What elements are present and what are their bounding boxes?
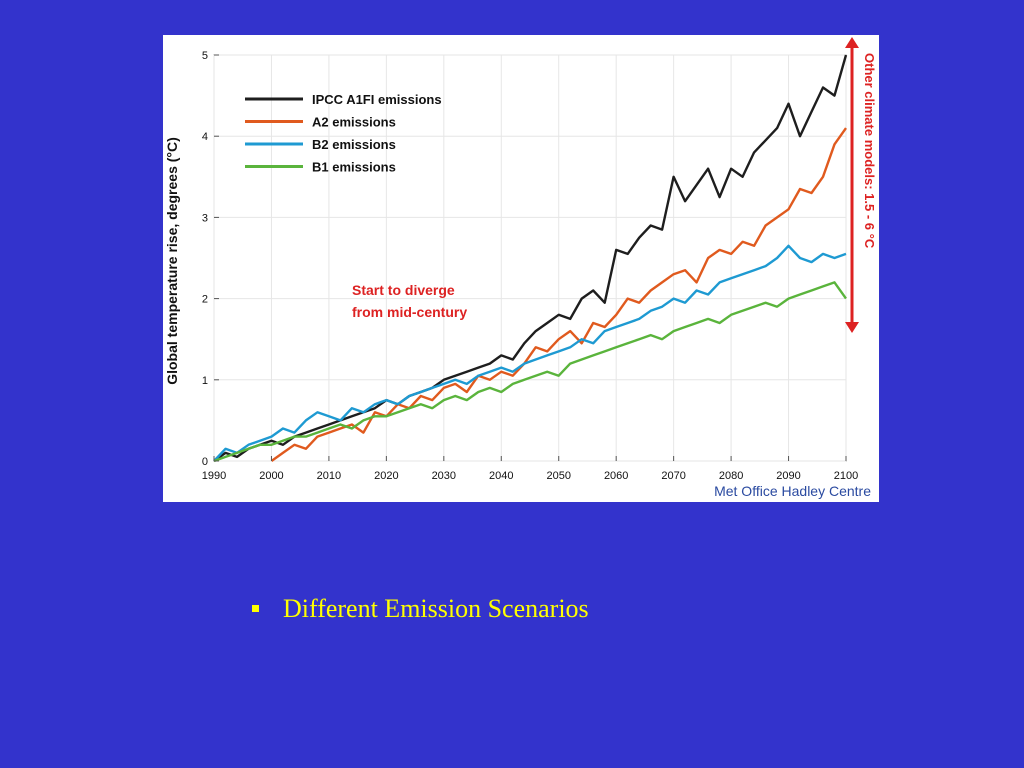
y-tick-label: 5 (202, 50, 208, 62)
series-line-a2-emissions (270, 127, 847, 462)
annotation-line-1: Start to diverge (352, 282, 455, 298)
legend-label-a2-emissions: A2 emissions (312, 115, 396, 130)
x-tick-label: 2010 (317, 470, 341, 482)
series-line-b2-emissions (213, 244, 847, 462)
x-tick-label: 2030 (432, 470, 456, 482)
x-tick-label: 2100 (834, 470, 858, 482)
legend-label-b2-emissions: B2 emissions (312, 137, 396, 152)
legend-label-b1-emissions: B1 emissions (312, 160, 396, 175)
tick-layer: 1990 2000 2010 2020 2030 2040 2050 2060 2070 2080… (202, 50, 858, 482)
x-tick-label: 2070 (661, 470, 685, 482)
side-range-label: Other climate models: 1.5 - 6 °C (862, 53, 877, 249)
x-tick-label: 2090 (776, 470, 800, 482)
x-tick-label: 2040 (489, 470, 513, 482)
x-tick-label: 1990 (202, 470, 226, 482)
y-tick-label: 0 (202, 456, 208, 468)
x-tick-label: 2060 (604, 470, 628, 482)
legend-label-ipcc-a1fi-emissions: IPCC A1FI emissions (312, 92, 442, 107)
x-tick-label: 2080 (719, 470, 743, 482)
credit-label: Met Office Hadley Centre (714, 483, 871, 499)
bullet-item: Different Emission Scenarios (252, 592, 589, 626)
x-tick-label: 2000 (259, 470, 283, 482)
y-tick-label: 2 (202, 294, 208, 306)
y-axis-title: Global temperature rise, degrees (°C) (164, 137, 180, 385)
legend: IPCC A1FI emissions A2 emissions B2 emissi… (245, 92, 442, 175)
y-tick-label: 3 (202, 212, 208, 224)
temperature-chart: 1990 2000 2010 2020 2030 2040 2050 2060 2070 2080… (164, 37, 877, 499)
series-layer (213, 54, 848, 463)
x-tick-label: 2020 (374, 470, 398, 482)
range-arrow (845, 37, 859, 333)
chart-panel: 1990 2000 2010 2020 2030 2040 2050 2060 2070 2080… (163, 35, 879, 502)
grid-layer (213, 54, 847, 462)
y-tick-label: 4 (202, 131, 208, 143)
bullet-text: Different Emission Scenarios (283, 594, 589, 623)
y-tick-label: 1 (202, 375, 208, 387)
series-line-ipcc-a1fi-emissions (213, 54, 848, 462)
plot-area (213, 54, 847, 462)
x-tick-label: 2050 (546, 470, 570, 482)
series-line-b1-emissions (213, 281, 847, 463)
annotation-line-2: from mid-century (352, 304, 467, 320)
square-bullet-icon (252, 604, 259, 612)
